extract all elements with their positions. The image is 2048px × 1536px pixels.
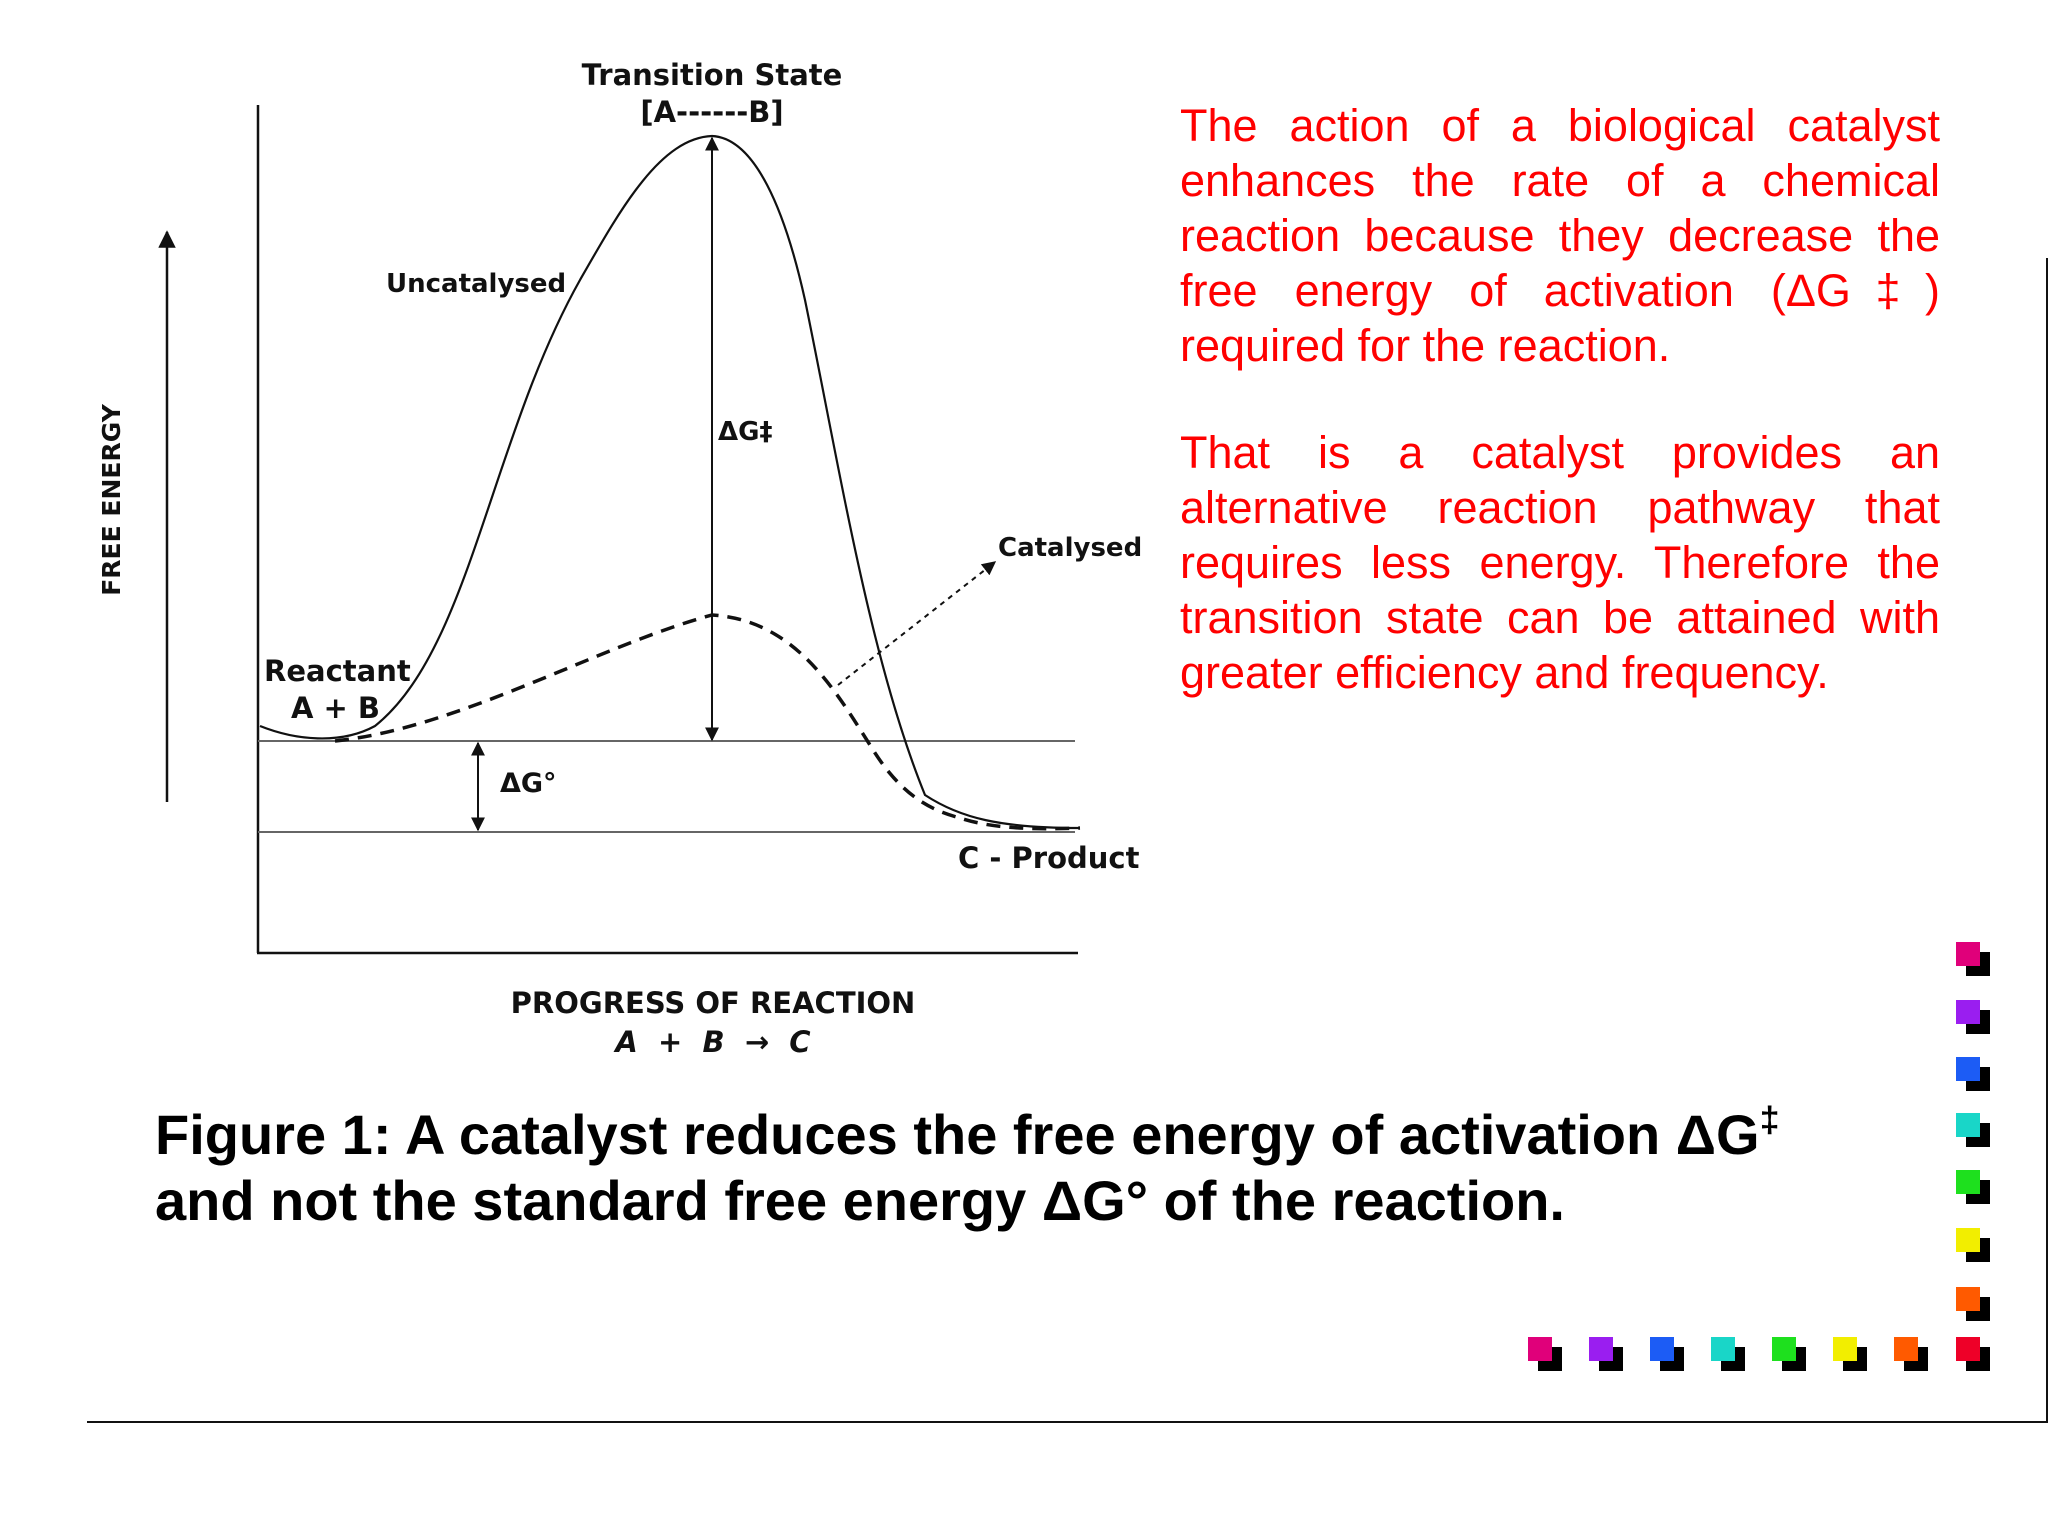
decor-square: [1956, 1170, 1990, 1204]
bottom-rule: [87, 1421, 2048, 1423]
catalysed-curve: [334, 613, 1081, 831]
uncatalysed-curve: [259, 134, 1081, 830]
decor-square: [1956, 1287, 1990, 1321]
decor-square: [1956, 942, 1990, 976]
caption-line-1: Figure 1: A catalyst reduces the free en…: [155, 1103, 1760, 1166]
decor-square: [1528, 1337, 1562, 1371]
transition-state-label: Transition State: [582, 58, 843, 92]
explanation-paragraph-1: The action of a biological catalyst enha…: [1180, 100, 1940, 371]
y-axis-label: FREE ENERGY: [97, 403, 126, 595]
catalysed-label: Catalysed: [998, 533, 1142, 563]
uncatalysed-label: Uncatalysed: [386, 269, 566, 299]
decor-square: [1956, 1113, 1990, 1147]
reactant-label: Reactant: [264, 654, 411, 688]
transition-state-formula: [A------B]: [640, 95, 783, 129]
product-label: C - Product: [958, 841, 1140, 875]
catalysed-pointer: [837, 561, 997, 686]
standard-energy-label: ΔG°: [500, 768, 557, 799]
right-rule: [2046, 258, 2048, 1423]
decor-square: [1772, 1337, 1806, 1371]
decor-square: [1650, 1337, 1684, 1371]
decor-square: [1894, 1337, 1928, 1371]
figure-caption: Figure 1: A catalyst reduces the free en…: [155, 1102, 1895, 1234]
decor-square: [1589, 1337, 1623, 1371]
caption-double-dagger: ‡: [1759, 1099, 1780, 1140]
decor-square: [1956, 1057, 1990, 1091]
explanation-paragraph-2: That is a catalyst provides an alternati…: [1180, 427, 1940, 698]
decor-square: [1956, 1228, 1990, 1262]
x-axis-label: PROGRESS OF REACTION: [511, 986, 916, 1020]
decor-square: [1711, 1337, 1745, 1371]
caption-line-2: and not the standard free energy ΔG° of …: [155, 1169, 1565, 1232]
reactant-formula: A + B: [291, 691, 380, 725]
activation-energy-label: ΔG‡: [718, 417, 772, 447]
x-axis-equation: A + B → C: [613, 1025, 810, 1059]
free-energy-diagram: FREE ENERGY ΔG‡ ΔG° Transition State [A-…: [97, 58, 1142, 1059]
decor-square: [1956, 1337, 1990, 1371]
decor-square: [1833, 1337, 1867, 1371]
decor-square: [1956, 1000, 1990, 1034]
